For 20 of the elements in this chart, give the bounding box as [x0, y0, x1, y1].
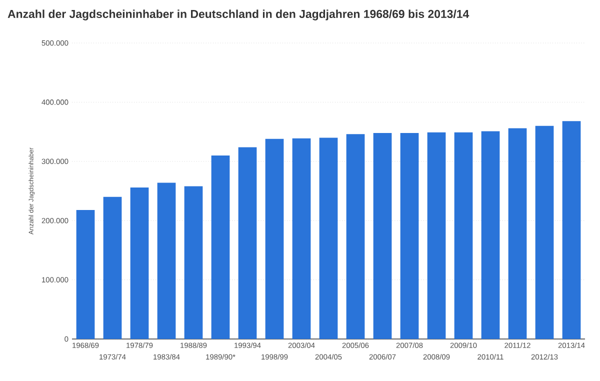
bar: [481, 131, 500, 339]
bar: [292, 138, 311, 339]
bar: [562, 121, 581, 339]
bar: [427, 132, 446, 339]
bar: [184, 186, 203, 339]
bar: [238, 147, 257, 339]
bar: [508, 128, 527, 339]
bar: [211, 155, 230, 339]
chart-title: Anzahl der Jagdscheininhaber in Deutschland in den Jagdjahren 1968/69 bis 2013/14: [8, 10, 470, 20]
bar: [400, 132, 419, 339]
bar: [130, 187, 149, 339]
bar: [76, 210, 95, 339]
bar: [319, 138, 338, 339]
bar: [373, 132, 392, 339]
bar: [535, 126, 554, 339]
bar: [103, 196, 122, 339]
bar: [346, 134, 365, 339]
bar: [454, 132, 473, 339]
bar: [157, 182, 176, 339]
bar: [265, 138, 284, 339]
